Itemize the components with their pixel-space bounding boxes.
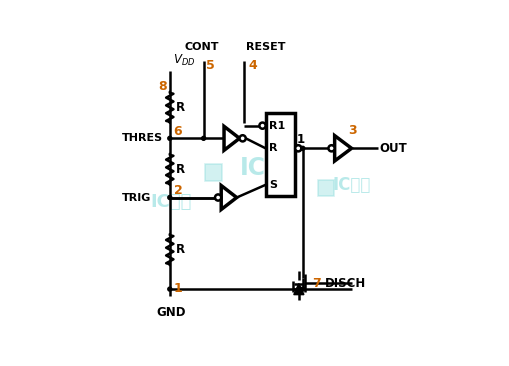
Circle shape: [167, 287, 172, 291]
Text: S: S: [268, 180, 276, 190]
Circle shape: [300, 287, 304, 291]
Polygon shape: [293, 284, 303, 295]
Circle shape: [167, 195, 172, 199]
Text: IC先生: IC先生: [332, 176, 370, 194]
Circle shape: [259, 123, 265, 129]
FancyBboxPatch shape: [318, 180, 333, 195]
Text: $V_{DD}$: $V_{DD}$: [172, 53, 194, 68]
Circle shape: [300, 146, 304, 150]
FancyBboxPatch shape: [265, 113, 295, 196]
Text: IC先生: IC先生: [239, 156, 294, 180]
FancyBboxPatch shape: [205, 164, 221, 181]
Text: 6: 6: [174, 125, 182, 138]
Text: RESET: RESET: [245, 42, 285, 52]
Text: 7: 7: [312, 277, 320, 290]
Text: R1: R1: [268, 121, 285, 131]
Circle shape: [295, 145, 301, 152]
FancyBboxPatch shape: [268, 178, 285, 195]
Text: 8: 8: [157, 80, 166, 93]
Text: 1: 1: [174, 282, 182, 295]
Circle shape: [201, 137, 205, 140]
Text: R: R: [176, 163, 185, 176]
Text: THRES: THRES: [122, 133, 163, 143]
Text: 3: 3: [348, 124, 357, 137]
Circle shape: [328, 145, 334, 152]
Text: DISCH: DISCH: [324, 277, 365, 290]
Text: 2: 2: [174, 184, 182, 197]
Text: R: R: [268, 143, 277, 153]
Text: OUT: OUT: [379, 142, 407, 155]
Circle shape: [215, 194, 221, 201]
Text: R: R: [176, 243, 185, 256]
Text: CONT: CONT: [185, 42, 219, 52]
Circle shape: [239, 135, 245, 141]
Circle shape: [296, 287, 300, 291]
Text: GND: GND: [156, 306, 186, 319]
Text: R: R: [176, 101, 185, 114]
Circle shape: [167, 137, 172, 140]
Text: 4: 4: [248, 59, 257, 72]
Text: TRIG: TRIG: [122, 193, 151, 202]
Text: 1: 1: [296, 133, 304, 146]
Text: 5: 5: [206, 59, 215, 72]
Text: IC先生: IC先生: [150, 193, 191, 211]
